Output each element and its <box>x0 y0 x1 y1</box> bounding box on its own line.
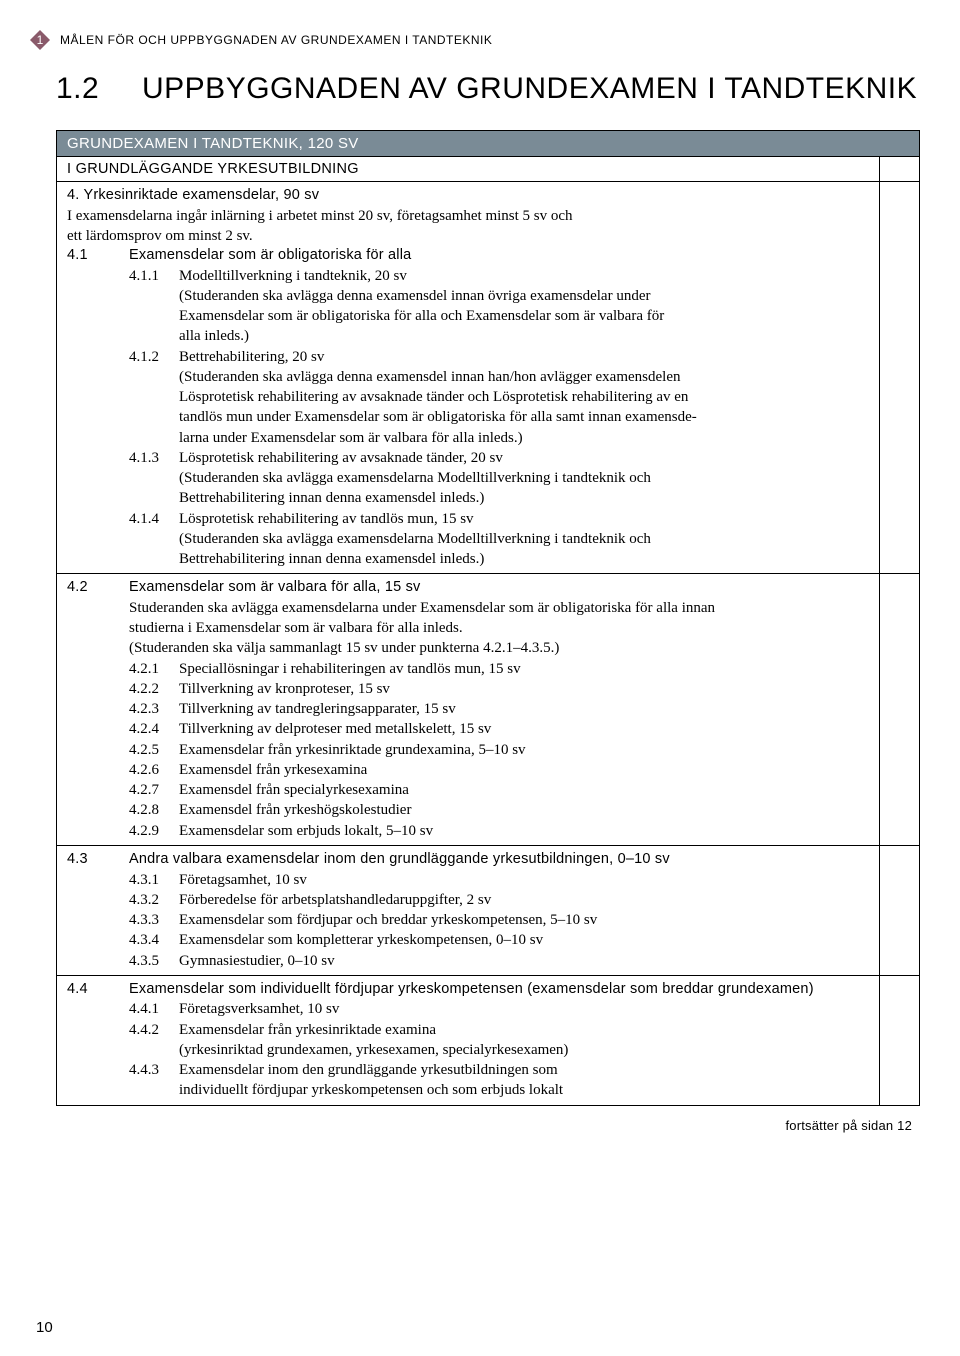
s422-title: Tillverkning av kronproteser, 15 sv <box>179 679 879 699</box>
section-number: 1.2 <box>56 72 142 106</box>
s433-title: Examensdelar som fördjupar och breddar y… <box>179 910 879 930</box>
s41-title: Examensdelar som är obligatoriska för al… <box>129 246 879 266</box>
s426-title: Examensdel från yrkesexamina <box>179 760 879 780</box>
s42-title: Examensdelar som är valbara för alla, 15… <box>129 578 879 598</box>
subheader-text: I GRUNDLÄGGANDE YRKESUTBILDNING <box>67 161 879 177</box>
s441-title: Företagsverksamhet, 10 sv <box>179 999 879 1019</box>
s429-num: 4.2.9 <box>129 821 179 841</box>
s421-title: Speciallösningar i rehabiliteringen av t… <box>179 659 879 679</box>
s414-num: 4.1.4 <box>129 509 179 529</box>
s442-title: Examensdelar från yrkesinriktade examina <box>179 1020 879 1040</box>
continuation-note: fortsätter på sidan 12 <box>28 1118 912 1133</box>
s442-p1: (yrkesinriktad grundexamen, yrkesexamen,… <box>67 1040 879 1060</box>
s433-num: 4.3.3 <box>129 910 179 930</box>
subheader-row: I GRUNDLÄGGANDE YRKESUTBILDNING <box>57 157 919 182</box>
page-number: 10 <box>36 1319 53 1336</box>
sec4-intro-1: I examensdelarna ingår inlärning i arbet… <box>67 206 879 226</box>
s435-num: 4.3.5 <box>129 951 179 971</box>
s412-p3: tandlös mun under Examensdelar som är ob… <box>67 407 879 427</box>
s424-title: Tillverkning av delproteser med metallsk… <box>179 719 879 739</box>
s422-num: 4.2.2 <box>129 679 179 699</box>
s429-title: Examensdelar som erbjuds lokalt, 5–10 sv <box>179 821 879 841</box>
empty-cell <box>879 157 909 181</box>
s413-p2: Bettrehabilitering innan denna examensde… <box>67 488 879 508</box>
s412-p4: larna under Examensdelar som är valbara … <box>67 428 879 448</box>
sec43-row: 4.3 Andra valbara examensdelar inom den … <box>57 846 919 976</box>
s425-title: Examensdelar från yrkesinriktade grundex… <box>179 740 879 760</box>
s411-num: 4.1.1 <box>129 266 179 286</box>
s428-title: Examensdel från yrkeshögskolestudier <box>179 800 879 820</box>
s44-title: Examensdelar som individuellt fördjupar … <box>129 980 879 1000</box>
chapter-num-badge: 1 <box>37 33 44 47</box>
s42-intro1: Studeranden ska avlägga examensdelarna u… <box>129 598 879 618</box>
s434-num: 4.3.4 <box>129 930 179 950</box>
s411-p3: alla inleds.) <box>67 326 879 346</box>
s426-num: 4.2.6 <box>129 760 179 780</box>
s413-title: Lösprotetisk rehabilitering av avsaknade… <box>179 448 879 468</box>
s431-title: Företagsamhet, 10 sv <box>179 870 879 890</box>
section-heading: 1.2UPPBYGGNADEN AV GRUNDEXAMEN I TANDTEK… <box>56 72 920 106</box>
sec4-row: 4. Yrkesinriktade examensdelar, 90 sv I … <box>57 182 919 574</box>
s414-title: Lösprotetisk rehabilitering av tandlös m… <box>179 509 879 529</box>
s443-p1: individuellt fördjupar yrkeskompetensen … <box>67 1080 879 1100</box>
s413-num: 4.1.3 <box>129 448 179 468</box>
s423-num: 4.2.3 <box>129 699 179 719</box>
table-banner: GRUNDEXAMEN I TANDTEKNIK, 120 SV <box>57 131 919 157</box>
sec44-row: 4.4 Examensdelar som individuellt fördju… <box>57 976 919 1106</box>
s424-num: 4.2.4 <box>129 719 179 739</box>
sec4-intro-2: ett lärdomsprov om minst 2 sv. <box>67 226 879 246</box>
s427-num: 4.2.7 <box>129 780 179 800</box>
s411-title: Modelltillverkning i tandteknik, 20 sv <box>179 266 879 286</box>
s412-title: Bettrehabilitering, 20 sv <box>179 347 879 367</box>
s427-title: Examensdel från specialyrkesexamina <box>179 780 879 800</box>
s432-title: Förberedelse för arbetsplatshandledarupp… <box>179 890 879 910</box>
s423-title: Tillverkning av tandregleringsapparater,… <box>179 699 879 719</box>
diamond-icon: 1 <box>28 28 52 52</box>
section-title: UPPBYGGNADEN AV GRUNDEXAMEN I TANDTEKNIK <box>142 72 917 105</box>
s428-num: 4.2.8 <box>129 800 179 820</box>
s441-num: 4.4.1 <box>129 999 179 1019</box>
s43-num: 4.3 <box>67 850 129 870</box>
s41-num: 4.1 <box>67 246 129 266</box>
s411-p1: (Studeranden ska avlägga denna examensde… <box>67 286 879 306</box>
s412-p2: Lösprotetisk rehabilitering av avsaknade… <box>67 387 879 407</box>
sec42-row: 4.2 Examensdelar som är valbara för alla… <box>57 574 919 846</box>
s411-p2: Examensdelar som är obligatoriska för al… <box>67 306 879 326</box>
s432-num: 4.3.2 <box>129 890 179 910</box>
running-header-text: MÅLEN FÖR OCH UPPBYGGNADEN AV GRUNDEXAME… <box>60 33 492 47</box>
s434-title: Examensdelar som kompletterar yrkeskompe… <box>179 930 879 950</box>
s435-title: Gymnasiestudier, 0–10 sv <box>179 951 879 971</box>
s431-num: 4.3.1 <box>129 870 179 890</box>
s43-title: Andra valbara examensdelar inom den grun… <box>129 850 879 870</box>
s425-num: 4.2.5 <box>129 740 179 760</box>
s443-title: Examensdelar inom den grundläggande yrke… <box>179 1060 879 1080</box>
s42-intro3: (Studeranden ska välja sammanlagt 15 sv … <box>129 638 879 658</box>
s414-p2: Bettrehabilitering innan denna examensde… <box>67 549 879 569</box>
s442-num: 4.4.2 <box>129 1020 179 1040</box>
s413-p1: (Studeranden ska avlägga examensdelarna … <box>67 468 879 488</box>
s412-p1: (Studeranden ska avlägga denna examensde… <box>67 367 879 387</box>
s44-num: 4.4 <box>67 980 129 1000</box>
s443-num: 4.4.3 <box>129 1060 179 1080</box>
s412-num: 4.1.2 <box>129 347 179 367</box>
curriculum-table: GRUNDEXAMEN I TANDTEKNIK, 120 SV I GRUND… <box>56 130 920 1106</box>
s414-p1: (Studeranden ska avlägga examensdelarna … <box>67 529 879 549</box>
running-header: 1 MÅLEN FÖR OCH UPPBYGGNADEN AV GRUNDEXA… <box>28 28 920 52</box>
s421-num: 4.2.1 <box>129 659 179 679</box>
s42-num: 4.2 <box>67 578 129 598</box>
sec4-title: 4. Yrkesinriktade examensdelar, 90 sv <box>67 186 879 206</box>
s42-intro2: studierna i Examensdelar som är valbara … <box>129 618 879 638</box>
